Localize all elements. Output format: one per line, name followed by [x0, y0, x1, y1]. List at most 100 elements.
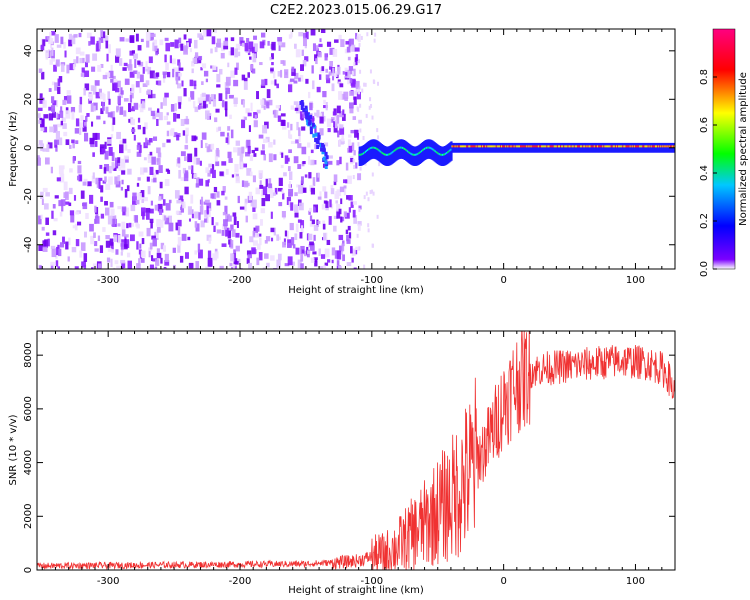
heatmap-cell — [146, 80, 150, 85]
heatmap-cell — [332, 260, 334, 263]
heatmap-cell — [364, 195, 366, 199]
heatmap-cell — [293, 80, 297, 83]
heatmap-cell — [210, 168, 212, 173]
heatmap-cell — [38, 113, 41, 118]
heatmap-cell — [215, 109, 219, 113]
heatmap-cell — [181, 81, 183, 87]
heatmap-cell — [353, 210, 356, 218]
heatmap-cell — [267, 89, 271, 98]
heatmap-cell — [290, 223, 294, 230]
heatmap-cell — [195, 261, 199, 269]
heatmap-cell — [344, 211, 347, 217]
heatmap-cell — [206, 79, 208, 83]
heatmap-cell — [354, 130, 358, 138]
heatmap-cell — [120, 260, 125, 263]
heatmap-cell — [190, 80, 194, 86]
heatmap-cell — [282, 193, 284, 200]
heatmap-cell — [270, 255, 275, 260]
heatmap-cell — [255, 226, 259, 232]
figure-title: C2E2.2023.015.06.29.G17 — [270, 3, 442, 18]
heatmap-cell — [46, 232, 49, 235]
heatmap-cell — [332, 83, 335, 91]
heatmap-cell — [162, 143, 165, 147]
heatmap-cell — [217, 39, 221, 48]
heatmap-cell — [194, 250, 197, 254]
heatmap-cell — [300, 64, 304, 71]
heatmap-cell — [348, 134, 351, 137]
heatmap-cell — [270, 68, 274, 71]
heatmap-cell — [237, 221, 239, 228]
heatmap-cell — [202, 63, 206, 68]
heatmap-cell — [346, 163, 348, 171]
heatmap-cell — [198, 105, 203, 108]
heatmap-cell — [62, 123, 66, 129]
heatmap-cell — [289, 171, 292, 180]
heatmap-cell — [61, 63, 65, 71]
heatmap-cell — [282, 211, 286, 217]
heatmap-cell — [225, 91, 227, 99]
heatmap-cell — [150, 222, 153, 229]
heatmap-cell — [278, 254, 282, 261]
heatmap-cell — [309, 242, 314, 246]
heatmap-cell — [118, 163, 120, 166]
heatmap-cell — [103, 121, 105, 124]
heatmap-cell — [137, 183, 139, 187]
heatmap-cell — [282, 126, 286, 130]
heatmap-cell — [221, 191, 224, 195]
heatmap-cell — [167, 112, 169, 115]
heatmap-cell — [108, 44, 111, 53]
heatmap-cell — [300, 254, 303, 262]
heatmap-cell — [160, 40, 164, 46]
heatmap-cell — [109, 147, 113, 156]
heatmap-cell — [53, 204, 56, 209]
heatmap-cell — [231, 130, 234, 139]
heatmap-cell — [204, 218, 207, 222]
heatmap-cell — [60, 37, 63, 45]
heatmap-cell — [324, 54, 327, 61]
heatmap-cell — [321, 66, 324, 71]
heatmap-cell — [150, 243, 153, 250]
heatmap-cell — [150, 265, 154, 271]
heatmap-cell — [347, 47, 351, 53]
heatmap-cell — [290, 31, 292, 37]
heatmap-cell — [305, 106, 308, 110]
heatmap-cell — [311, 258, 315, 263]
heatmap-cell — [201, 197, 203, 206]
heatmap-cell — [89, 195, 93, 204]
heatmap-cell — [185, 135, 187, 144]
heatmap-cell — [240, 162, 243, 169]
heatmap-cell — [357, 107, 359, 111]
heatmap-cell — [193, 156, 196, 164]
heatmap-cell — [70, 210, 74, 215]
heatmap-cell — [184, 34, 187, 39]
heatmap-cell — [240, 207, 245, 210]
colorbar-tick-label: 0.0 — [699, 261, 710, 277]
heatmap-cell — [148, 108, 152, 111]
heatmap-cell — [315, 259, 317, 263]
heatmap-cell — [303, 38, 307, 46]
heatmap-cell — [166, 203, 171, 210]
heatmap-cell — [359, 104, 361, 108]
heatmap-cell — [325, 249, 330, 258]
heatmap-cell — [342, 243, 345, 251]
heatmap-cell — [83, 127, 87, 132]
heatmap-cell — [289, 134, 292, 139]
heatmap-cell — [229, 115, 232, 119]
heatmap-cell — [324, 160, 327, 164]
heatmap-cell — [268, 183, 272, 188]
heatmap-cell — [226, 77, 231, 86]
heatmap-cell — [358, 246, 360, 250]
heatmap-cell — [122, 67, 126, 71]
heatmap-cell — [49, 88, 52, 92]
heatmap-cell — [151, 34, 156, 37]
snr-panel: -300 -200 -100 0 10002000400060008000 Height… — [8, 322, 676, 596]
heatmap-cell — [248, 263, 252, 269]
heatmap-cell — [312, 134, 315, 138]
heatmap-cell — [50, 262, 55, 266]
heatmap-cell — [276, 84, 279, 89]
heatmap-cell — [147, 89, 151, 94]
heatmap-cell — [289, 181, 291, 188]
heatmap-cell — [46, 36, 49, 40]
heatmap-cell — [95, 80, 100, 86]
heatmap-cell — [311, 29, 316, 35]
